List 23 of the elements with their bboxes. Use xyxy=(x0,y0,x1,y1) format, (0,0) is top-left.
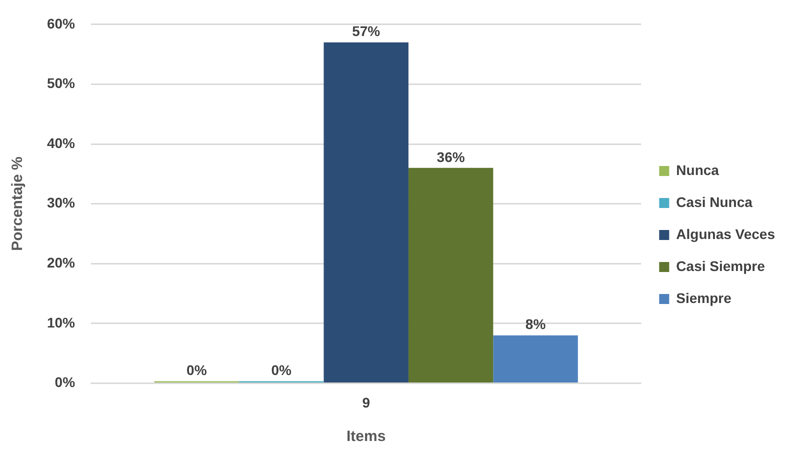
x-axis-title: Items xyxy=(346,428,386,446)
y-tick-label: 30% xyxy=(46,194,76,211)
y-tick-label: 10% xyxy=(46,314,76,330)
y-tick-label: 40% xyxy=(46,134,76,151)
data-label: 8% xyxy=(525,316,546,332)
y-axis-title: Porcentaje % xyxy=(9,156,26,251)
y-tick-label: 50% xyxy=(46,75,76,92)
bar xyxy=(408,168,494,382)
legend-label: Nunca xyxy=(676,162,720,178)
bar xyxy=(493,335,578,382)
y-tick-label: 20% xyxy=(46,254,76,270)
x-tick-label: 9 xyxy=(362,394,370,410)
bar xyxy=(324,42,408,382)
data-label: 0% xyxy=(271,362,292,378)
y-tick-label: 0% xyxy=(54,374,76,390)
data-label: 0% xyxy=(186,362,208,378)
data-label: 36% xyxy=(436,148,466,165)
legend-label: Algunas Veces xyxy=(676,226,776,242)
legend-label: Siempre xyxy=(676,290,732,306)
legend-label: Casi Siempre xyxy=(676,258,766,274)
y-tick-label: 60% xyxy=(46,15,76,32)
legend-label: Casi Nunca xyxy=(676,194,753,210)
data-label: 57% xyxy=(352,23,381,40)
